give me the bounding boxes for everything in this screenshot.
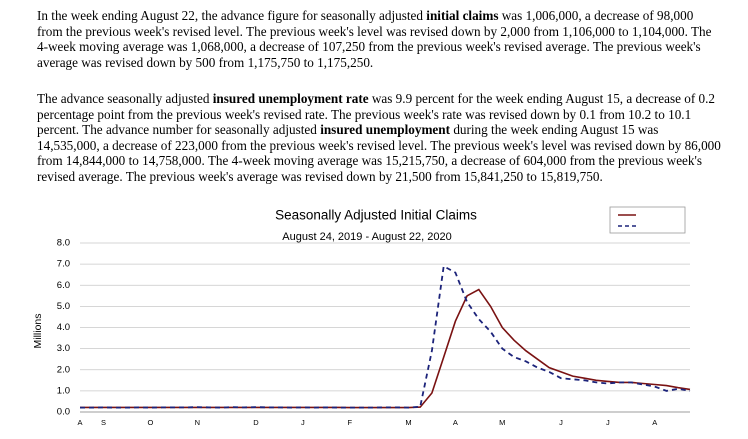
bold-text: initial claims (426, 8, 499, 23)
legend-box (609, 206, 686, 234)
y-tick-label: 7.0 (57, 259, 70, 270)
x-tick-label: D (253, 418, 259, 427)
x-tick-label: M (499, 418, 505, 427)
text-run: was 1,006,000, a decrease of 98,000 from… (37, 8, 712, 70)
y-tick-label: 3.0 (57, 343, 70, 354)
x-tick-label: J (301, 418, 305, 427)
x-tick-label: M (405, 418, 411, 427)
y-tick-label: 4.0 (57, 322, 70, 333)
series-line (80, 264, 691, 409)
text-run: was 9.9 percent for the week ending Augu… (37, 91, 716, 138)
bold-text: insured unemployment (320, 122, 451, 138)
x-tick-label: A (77, 418, 82, 427)
bold-text: insured unemployment rate (212, 91, 369, 106)
text-run: during the week ending August 15 was 14,… (37, 122, 721, 184)
x-tick-label: A (453, 418, 458, 427)
text-run: The advance seasonally adjusted (37, 91, 213, 106)
x-tick-label: A (652, 418, 657, 427)
y-tick-label: 0.0 (57, 407, 70, 418)
x-tick-label: O (147, 418, 153, 427)
x-tick-label: S (101, 418, 106, 427)
y-tick-label: 5.0 (57, 301, 70, 312)
chart-title: Seasonally Adjusted Initial Claims (275, 208, 477, 223)
y-tick-label: 1.0 (57, 385, 70, 396)
x-tick-label: J (559, 418, 563, 427)
y-axis-label: Millions (32, 313, 44, 348)
y-tick-label: 6.0 (57, 280, 70, 291)
y-tick-label: 2.0 (57, 364, 70, 375)
x-tick-label: J (606, 418, 610, 427)
x-tick-label: F (348, 418, 353, 427)
chart-subtitle: August 24, 2019 - August 22, 2020 (282, 231, 451, 243)
x-tick-label: N (195, 418, 200, 427)
y-tick-label: 8.0 (57, 238, 70, 249)
text-run: In the week ending August 22, the advanc… (37, 8, 427, 23)
paragraph: The advance seasonally adjusted insured … (37, 91, 721, 185)
paragraph: In the week ending August 22, the advanc… (37, 8, 721, 70)
